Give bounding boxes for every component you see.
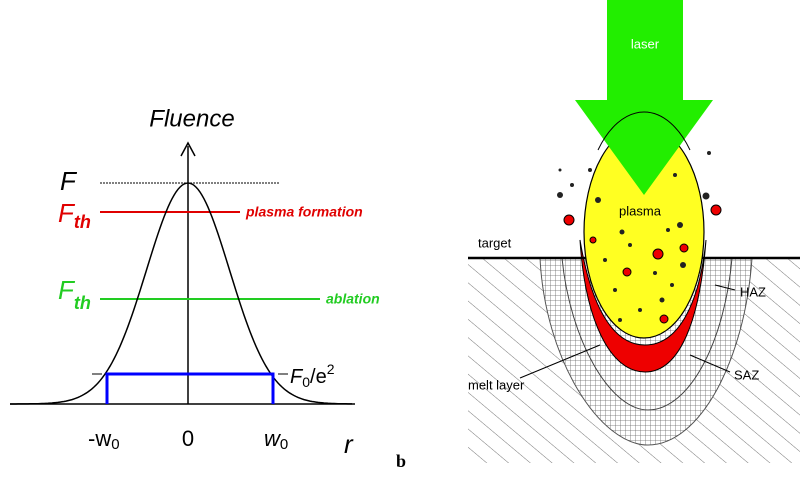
x-axis-label: r	[344, 429, 354, 459]
melt-label: melt layer	[468, 377, 525, 392]
saz-label: SAZ	[734, 367, 759, 382]
target-label: target	[478, 235, 512, 250]
plasma-threshold-label: Fth	[58, 198, 91, 232]
y-axis-label: Fluence	[149, 105, 234, 132]
haz-label: HAZ	[740, 284, 766, 299]
plasma-label: plasma	[619, 203, 662, 218]
x-tick-label: w0	[264, 426, 288, 453]
ablation-sketch: laser plasma target HAZ SAZ melt layer	[468, 0, 800, 463]
level-label: F0/e2	[290, 361, 335, 390]
ablation-threshold-label: Fth	[58, 275, 91, 313]
x-tick-label: -w0	[88, 426, 120, 453]
beam-width-box	[107, 374, 273, 404]
fluence-plot: Fluence r F Fth plasma formation Fth abl…	[10, 105, 380, 459]
plasma-formation-label: plasma formation	[245, 204, 363, 220]
laser-label: laser	[631, 36, 660, 51]
ablation-label: ablation	[326, 291, 380, 307]
caption: b	[396, 451, 406, 471]
figure: Fluence r F Fth plasma formation Fth abl…	[0, 0, 802, 492]
x-tick-label: 0	[182, 426, 194, 451]
peak-label: F	[60, 166, 78, 196]
laser-arrow	[575, 0, 713, 195]
